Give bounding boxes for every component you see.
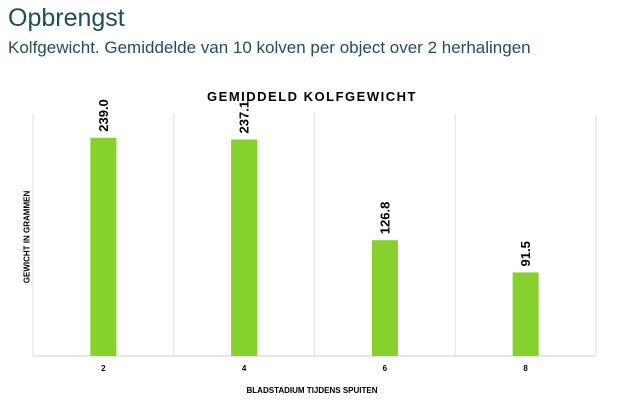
data-label-6: 126.8	[377, 202, 392, 235]
data-label-8: 91.5	[518, 241, 533, 266]
data-label-2: 239.0	[96, 99, 111, 132]
bar-8	[512, 272, 539, 356]
x-tick-2: 2	[101, 364, 106, 373]
x-tick-4: 4	[242, 364, 247, 373]
x-axis-label: BLADSTADIUM TIJDENS SPUITEN	[246, 386, 378, 395]
chart-title: GEMIDDELD KOLFGEWICHT	[207, 89, 417, 104]
bar-6	[371, 240, 398, 356]
x-tick-8: 8	[523, 364, 528, 373]
bar-4	[231, 139, 258, 356]
page-title: Opbrengst	[8, 4, 125, 32]
bar-2	[90, 137, 117, 356]
data-label-4: 237.1	[237, 101, 252, 134]
x-tick-6: 6	[383, 364, 388, 373]
page-subtitle: Kolfgewicht. Gemiddelde van 10 kolven pe…	[8, 38, 531, 57]
